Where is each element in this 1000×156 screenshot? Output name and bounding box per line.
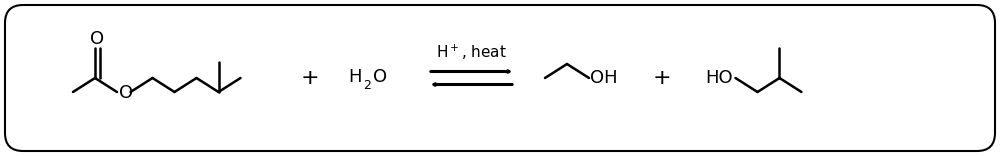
Text: +: + bbox=[301, 68, 319, 88]
Text: H$^+$, heat: H$^+$, heat bbox=[436, 42, 507, 62]
Text: O: O bbox=[90, 29, 104, 47]
Text: +: + bbox=[653, 68, 671, 88]
Text: HO: HO bbox=[705, 69, 733, 87]
Text: OH: OH bbox=[590, 69, 618, 87]
Text: H: H bbox=[348, 68, 362, 86]
Text: O: O bbox=[374, 68, 388, 86]
Text: O: O bbox=[120, 83, 134, 102]
Text: 2: 2 bbox=[364, 78, 371, 92]
